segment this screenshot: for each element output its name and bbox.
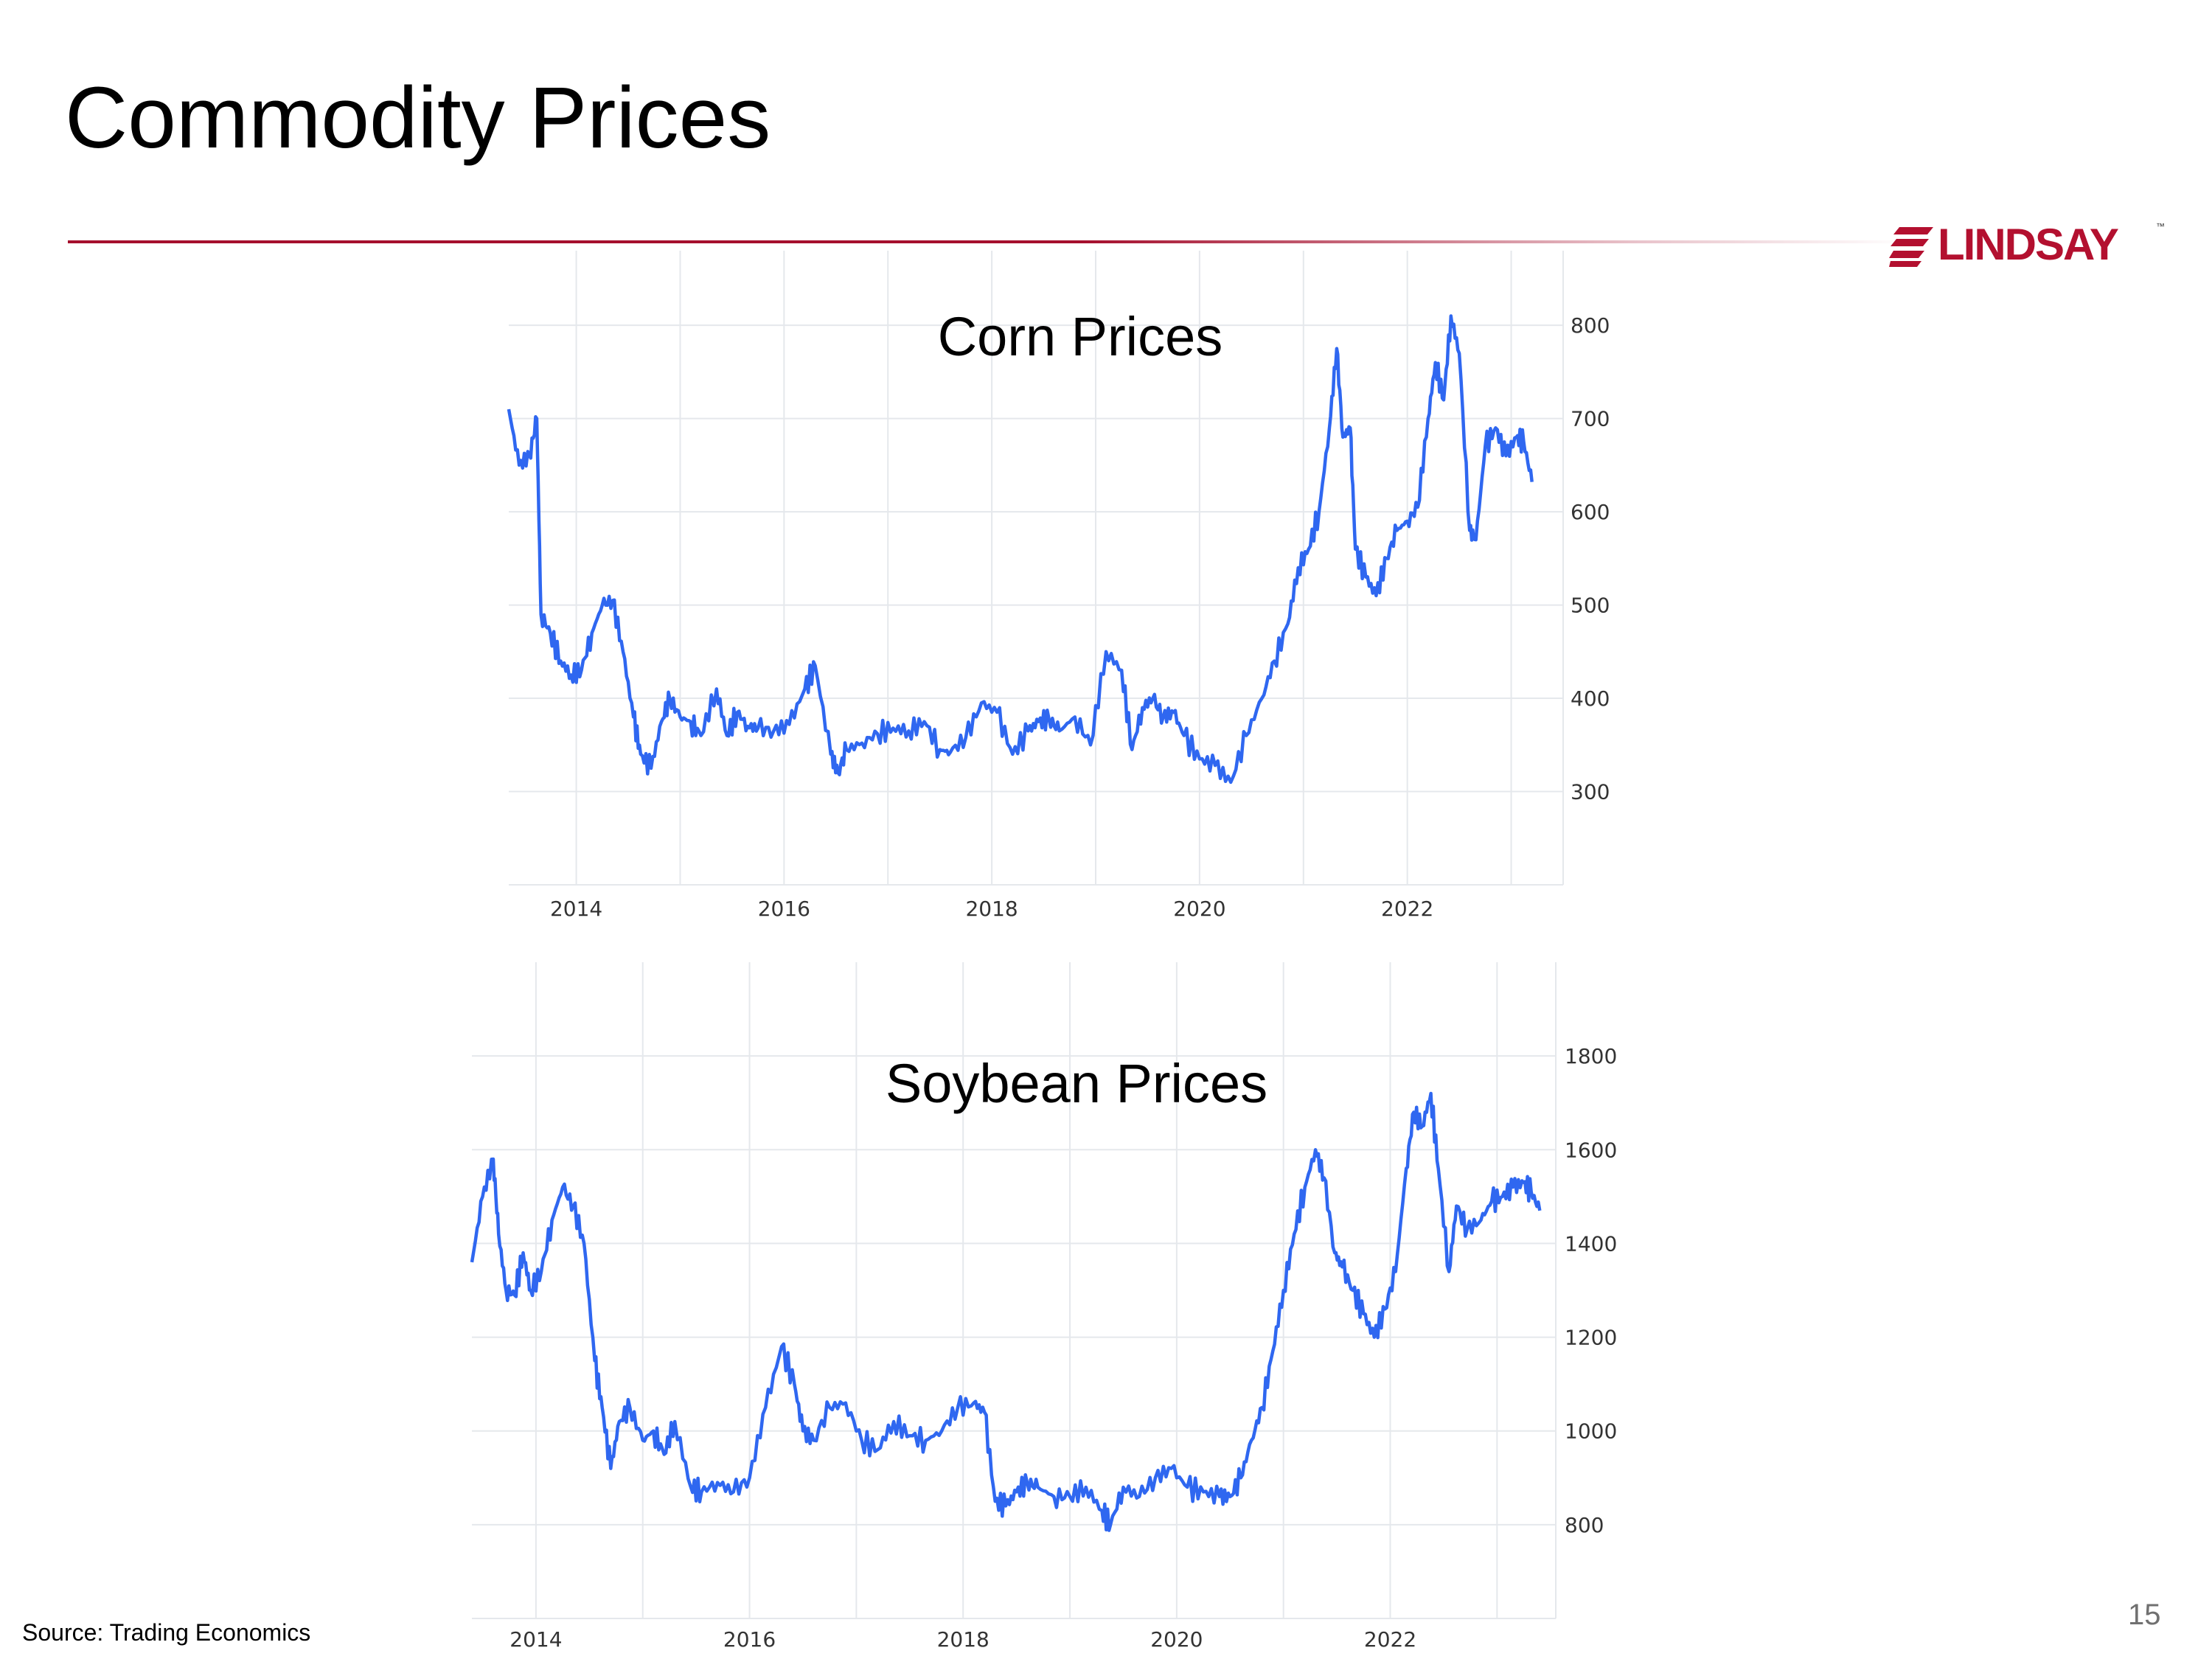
soybean-y-tick-1400: 1400 bbox=[1565, 1231, 1617, 1256]
soybean-y-tick-1200: 1200 bbox=[1565, 1326, 1617, 1350]
corn-grid bbox=[509, 251, 1564, 886]
corn-y-tick-400: 400 bbox=[1571, 686, 1610, 711]
corn-x-tick-2016: 2016 bbox=[758, 897, 810, 921]
corn-y-tick-800: 800 bbox=[1571, 313, 1610, 338]
corn-price-line bbox=[507, 314, 1534, 785]
source-note: Source: Trading Economics bbox=[22, 1619, 311, 1646]
soybean-y-tick-1800: 1800 bbox=[1565, 1044, 1617, 1068]
soybean-x-tick-2018: 2018 bbox=[937, 1627, 990, 1652]
corn-x-axis: 2014 2016 2018 2020 2022 bbox=[550, 897, 1433, 921]
corn-y-tick-700: 700 bbox=[1571, 407, 1610, 431]
corn-series-group bbox=[507, 314, 1534, 785]
soybean-y-tick-800: 800 bbox=[1565, 1513, 1604, 1537]
soybean-chart-title: Soybean Prices bbox=[886, 1053, 1267, 1114]
soybean-y-tick-1000: 1000 bbox=[1565, 1419, 1617, 1444]
logo-stripes-icon bbox=[1889, 227, 1933, 267]
corn-x-tick-2014: 2014 bbox=[550, 897, 602, 921]
corn-y-axis: 300 400 500 600 700 800 bbox=[1571, 313, 1610, 804]
soybean-y-axis: 800 1000 1200 1400 1600 1800 bbox=[1565, 1044, 1617, 1537]
lindsay-logo: LINDSAY ™ bbox=[1889, 221, 2169, 270]
corn-y-tick-300: 300 bbox=[1571, 780, 1610, 804]
soybean-series-group bbox=[470, 1091, 1542, 1532]
title-divider bbox=[68, 240, 1911, 243]
logo-trademark: ™ bbox=[2156, 221, 2165, 232]
soybean-x-tick-2022: 2022 bbox=[1364, 1627, 1416, 1652]
corn-chart-title: Corn Prices bbox=[938, 306, 1223, 367]
soybean-price-chart: 800 1000 1200 1400 1600 1800 2014 2016 2018 2020… bbox=[470, 962, 1617, 1652]
soybean-x-tick-2016: 2016 bbox=[723, 1627, 776, 1652]
corn-y-tick-500: 500 bbox=[1571, 594, 1610, 618]
corn-x-tick-2018: 2018 bbox=[965, 897, 1018, 921]
soybean-x-axis: 2014 2016 2018 2020 2022 bbox=[509, 1627, 1416, 1652]
soybean-price-line bbox=[470, 1091, 1542, 1532]
page-title: Commodity Prices bbox=[65, 69, 771, 167]
page-number: 15 bbox=[2128, 1599, 2161, 1631]
soybean-x-tick-2014: 2014 bbox=[509, 1627, 562, 1652]
soybean-y-tick-1600: 1600 bbox=[1565, 1138, 1617, 1162]
corn-x-tick-2022: 2022 bbox=[1381, 897, 1433, 921]
soybean-grid bbox=[472, 962, 1557, 1619]
soybean-x-tick-2020: 2020 bbox=[1150, 1627, 1203, 1652]
corn-x-tick-2020: 2020 bbox=[1173, 897, 1225, 921]
logo-wordmark: LINDSAY bbox=[1938, 220, 2119, 269]
corn-y-tick-600: 600 bbox=[1571, 500, 1610, 524]
